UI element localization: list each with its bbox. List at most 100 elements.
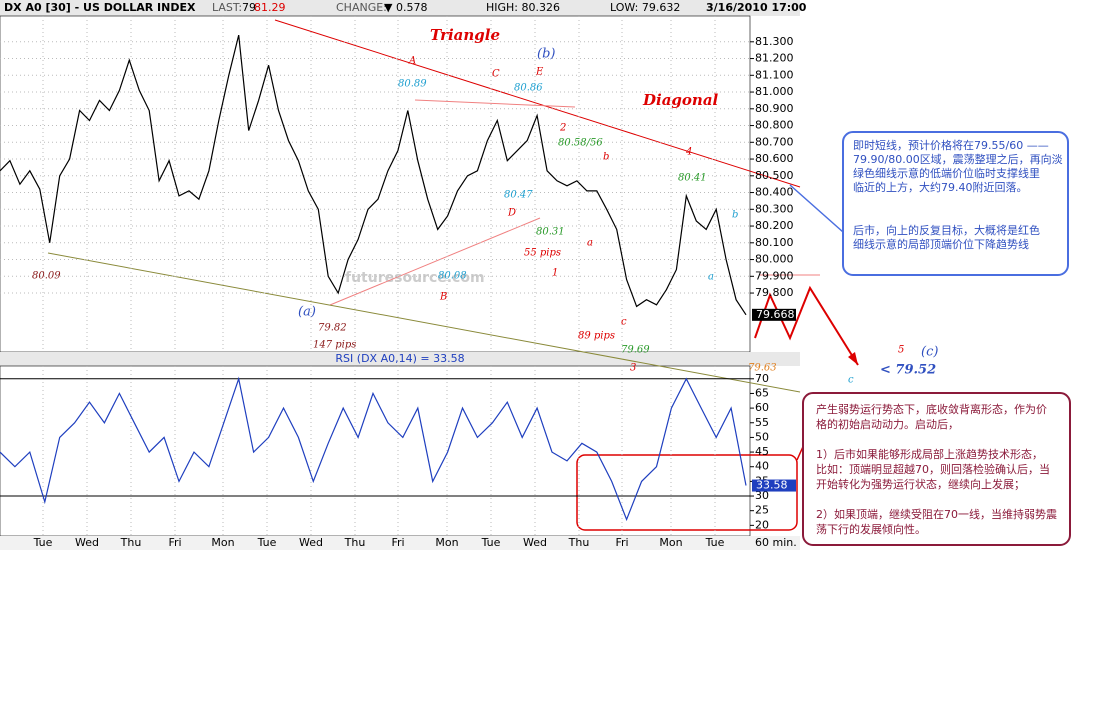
last-box: [752, 308, 796, 321]
annotation: 1: [552, 268, 558, 279]
annotation: a: [587, 238, 593, 249]
x-tick-label: Mon: [435, 536, 458, 549]
note-text: 绿色细线示意的低端价位临时支撑线里: [853, 166, 1040, 180]
x-tick-label: Wed: [523, 536, 547, 549]
y-tick-label: 80.800: [755, 119, 794, 132]
trend-line: [414, 99, 576, 108]
support-line: [47, 252, 801, 393]
note-text: 开始转化为强势运行状态，继续向上发展；: [816, 477, 1025, 491]
y-tick-label: 81.300: [755, 35, 794, 48]
last-value-label: 79.668: [756, 308, 795, 321]
annotation: 80.31: [536, 227, 565, 238]
y-tick-label: 80.100: [755, 236, 794, 249]
annotation: 79.69: [621, 345, 650, 356]
note-text: 产生弱势运行势态下，底收敛背离形态，作为价: [816, 402, 1047, 416]
last-box: [752, 479, 796, 492]
x-tick-label: Tue: [33, 536, 53, 549]
y-tick-label: 81.000: [755, 85, 794, 98]
y-tick-label: 80.900: [755, 102, 794, 115]
y-tick-label: 79.800: [755, 286, 794, 299]
annotation: C: [492, 69, 500, 80]
x-tick-label: Thu: [120, 536, 142, 549]
annotation: 5: [898, 345, 904, 356]
annotation: c: [848, 375, 854, 386]
annotation: 80.08: [438, 271, 467, 282]
annotation: 80.89: [398, 79, 427, 90]
x-tick-label: Fri: [615, 536, 628, 549]
watermark: futuresource.com: [345, 270, 485, 286]
annotation: 80.47: [504, 190, 533, 201]
arrow-head: [848, 352, 858, 365]
annotation: c: [621, 317, 627, 328]
annotation: B: [439, 292, 447, 303]
annotation: (c): [921, 345, 938, 360]
x-tick-label: Tue: [481, 536, 501, 549]
y-tick-label: 25: [755, 504, 769, 517]
annotation: 80.58/56: [558, 138, 603, 149]
y-tick-label: 40: [755, 460, 769, 473]
y-tick-label: 80.500: [755, 169, 794, 182]
y-tick-label: 79.900: [755, 269, 794, 282]
annotation: D: [507, 208, 516, 219]
x-tick-label: Mon: [211, 536, 234, 549]
x-tick-label: Wed: [299, 536, 323, 549]
x-tick-label: Tue: [257, 536, 277, 549]
symbol: DX A0 [30] - US DOLLAR INDEX: [4, 1, 196, 14]
y-tick-label: 65: [755, 386, 769, 399]
x-tick-label: Tue: [705, 536, 725, 549]
annotation: Triangle: [430, 26, 500, 44]
y-tick-label: 60: [755, 401, 769, 414]
y-tick-label: 20: [755, 518, 769, 531]
series-line: [0, 376, 747, 522]
x-unit: 60 min.: [755, 536, 797, 549]
annotation: Diagonal: [642, 91, 719, 109]
y-tick-label: 80.400: [755, 186, 794, 199]
connector: [789, 184, 844, 233]
note-text: 即时短线，预计价格将在79.55/60 ——: [853, 138, 1049, 152]
annotation: 80.09: [32, 271, 61, 282]
annotation: 79.82: [318, 323, 347, 334]
annotation: b: [732, 210, 738, 221]
y-tick-label: 70: [755, 372, 769, 385]
annotation: (b): [537, 47, 555, 62]
y-tick-label: 45: [755, 445, 769, 458]
annotation: E: [535, 67, 544, 78]
note-box: [842, 131, 1069, 276]
annotation: 80.41: [678, 173, 707, 184]
y-tick-label: 80.700: [755, 135, 794, 148]
high: HIGH: 80.326: [486, 1, 560, 14]
y-tick-label: 50: [755, 430, 769, 443]
y-tick-label: 80.000: [755, 253, 794, 266]
note-text: 后市，向上的反复目标，大概将是红色: [853, 223, 1040, 237]
x-tick-label: Fri: [391, 536, 404, 549]
annotation: 3: [630, 363, 636, 374]
y-tick-label: 55: [755, 416, 769, 429]
y-tick-label: 80.200: [755, 219, 794, 232]
y-tick-label: 81.100: [755, 68, 794, 81]
x-tick-label: Wed: [75, 536, 99, 549]
series-line: [0, 34, 747, 316]
annotation: 80.86: [514, 83, 543, 94]
annotation: 2: [559, 123, 566, 134]
last-label: LAST:: [212, 1, 242, 14]
datetime: 3/16/2010 17:00: [706, 1, 807, 14]
annotation: b: [603, 152, 609, 163]
note-text: 比如：顶端明显超越70，则回落检验确认后，当: [816, 462, 1050, 476]
note-text: 细线示意的局部顶端价位下降趋势线: [853, 237, 1029, 251]
annotation: (a): [298, 305, 316, 320]
annotation: 89 pips: [578, 331, 615, 342]
x-tick-label: Thu: [344, 536, 366, 549]
change-value: ▼ 0.578: [384, 1, 427, 14]
note-text: 79.90/80.00区域，震荡整理之后，再向淡: [853, 152, 1063, 166]
change-label: CHANGE:: [336, 1, 387, 14]
last-overlay: 81.29: [254, 1, 286, 14]
rsi-title: RSI (DX A0,14) = 33.58: [335, 352, 464, 365]
note-text: 1）后市如果能够形成局部上涨趋势技术形态，: [816, 447, 1043, 461]
note-box: [802, 392, 1071, 546]
annotation: < 79.52: [880, 363, 936, 378]
low: LOW: 79.632: [610, 1, 680, 14]
y-tick-label: 80.600: [755, 152, 794, 165]
note-text: 2）如果顶端，继续受阻在70一线，当维持弱势震: [816, 507, 1057, 521]
annotation: 4: [685, 147, 692, 158]
annotation: 147 pips: [313, 340, 356, 351]
